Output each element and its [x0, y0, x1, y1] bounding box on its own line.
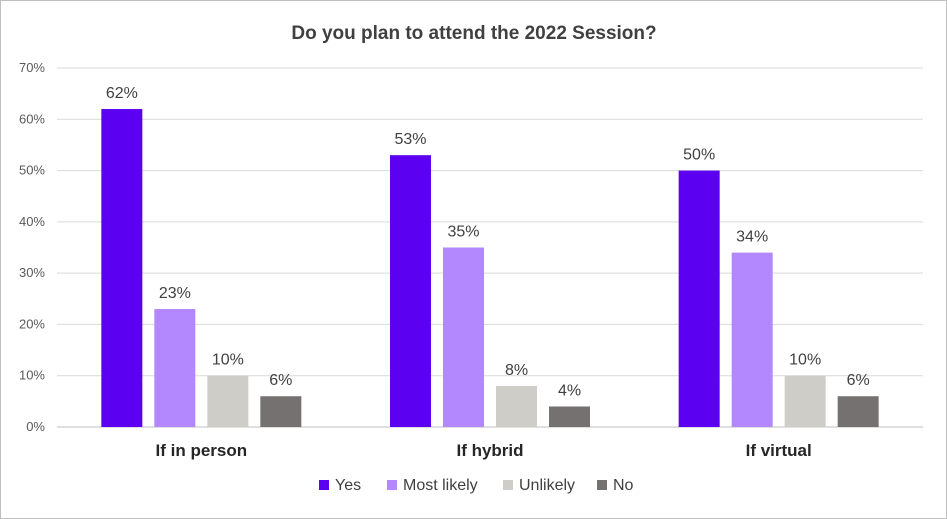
data-label: 23%: [159, 285, 191, 302]
bar: [678, 170, 720, 428]
bar: [443, 247, 484, 427]
data-label: 10%: [212, 352, 244, 369]
bar: [207, 375, 249, 427]
legend-label: Unlikely: [519, 477, 575, 494]
data-label: 53%: [394, 131, 426, 148]
data-labels: 62% 23% 10% 6% 53% 35% 8% 4% 50% 34% 10% 6%: [106, 85, 870, 399]
y-tick-label: 40%: [19, 214, 45, 229]
data-label: 10%: [789, 352, 821, 369]
y-tick-label: 60%: [19, 111, 45, 126]
bar: [837, 396, 879, 427]
bar: [260, 396, 302, 427]
data-label: 50%: [683, 147, 715, 164]
y-tick-label: 10%: [19, 368, 45, 383]
x-axis-ticks: If in person If hybrid If virtual: [156, 441, 812, 460]
legend-label: No: [613, 477, 634, 494]
bar: [784, 375, 826, 427]
data-label: 34%: [736, 229, 768, 246]
bar: [101, 109, 143, 428]
legend-swatch: [503, 480, 513, 490]
bar: [549, 406, 590, 427]
y-tick-label: 20%: [19, 316, 45, 331]
x-tick-label: If in person: [156, 441, 248, 460]
x-tick-label: If virtual: [746, 441, 812, 460]
data-label: 35%: [447, 224, 479, 241]
legend-swatch: [387, 480, 397, 490]
bar: [731, 252, 773, 427]
bars: [101, 109, 879, 428]
y-tick-label: 0%: [26, 419, 45, 434]
legend-label: Most likely: [403, 477, 478, 494]
y-tick-label: 50%: [19, 163, 45, 178]
legend-swatch: [319, 480, 329, 490]
data-label: 6%: [269, 372, 292, 389]
legend: Yes Most likely Unlikely No: [319, 477, 634, 494]
bar: [154, 309, 196, 427]
y-tick-label: 30%: [19, 265, 45, 280]
data-label: 8%: [505, 362, 528, 379]
y-axis-ticks: 0% 10% 20% 30% 40% 50% 60% 70%: [19, 60, 45, 434]
chart-title: Do you plan to attend the 2022 Session?: [291, 23, 656, 44]
data-label: 6%: [847, 372, 870, 389]
legend-label: Yes: [335, 477, 361, 494]
y-tick-label: 70%: [19, 60, 45, 75]
legend-swatch: [597, 480, 607, 490]
bar: [496, 385, 537, 427]
data-label: 62%: [106, 85, 138, 102]
x-tick-label: If hybrid: [456, 441, 523, 460]
bar: [390, 155, 431, 427]
data-label: 4%: [558, 382, 581, 399]
gridlines: [57, 67, 923, 428]
